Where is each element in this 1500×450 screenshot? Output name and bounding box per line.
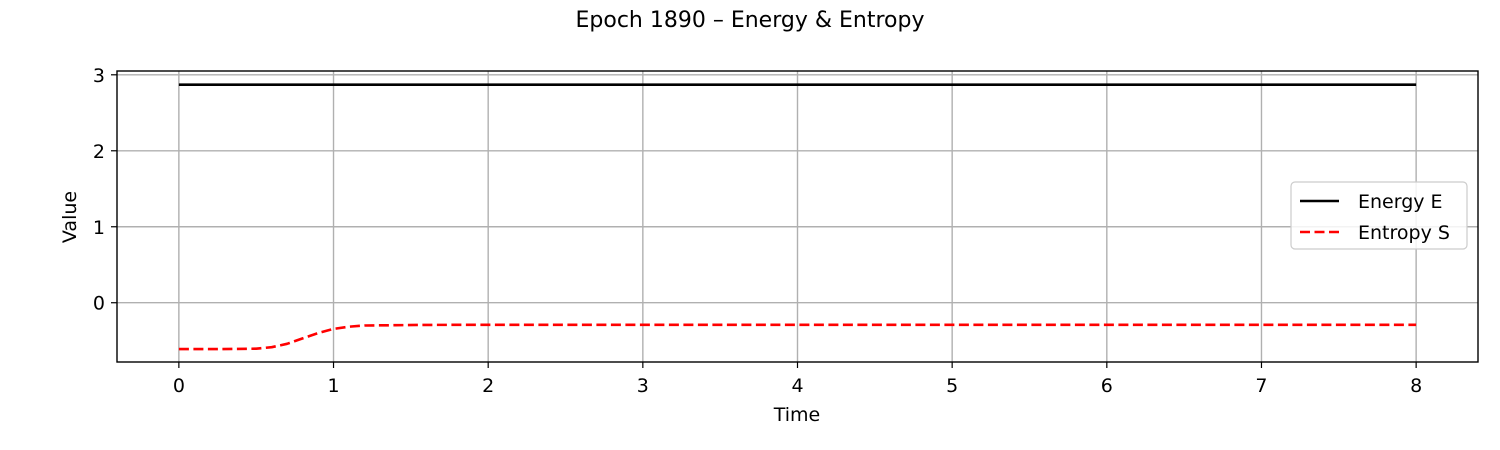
- y-tick-label: 1: [93, 217, 105, 239]
- x-tick-label: 7: [1255, 375, 1267, 397]
- axis-ticks: 0 1 2 3 4 5 6 7 8 0 1 2 3: [93, 65, 1422, 397]
- y-axis-label: Value: [59, 191, 81, 243]
- grid: [117, 71, 1478, 362]
- legend-label: Entropy S: [1358, 222, 1450, 244]
- legend-label: Energy E: [1358, 191, 1443, 213]
- legend: Energy E Entropy S: [1290, 181, 1468, 250]
- x-tick-label: 3: [637, 375, 649, 397]
- chart-title: Epoch 1890 – Energy & Entropy: [576, 8, 925, 33]
- x-axis-label: Time: [773, 404, 821, 426]
- x-tick-label: 2: [482, 375, 494, 397]
- x-tick-label: 4: [791, 375, 803, 397]
- y-tick-label: 0: [93, 293, 105, 315]
- x-tick-label: 0: [173, 375, 185, 397]
- y-tick-label: 2: [93, 141, 105, 163]
- x-tick-label: 5: [946, 375, 958, 397]
- y-tick-label: 3: [93, 65, 105, 87]
- x-tick-label: 1: [327, 375, 339, 397]
- series-line-entropy-s: [178, 323, 1417, 351]
- x-tick-label: 8: [1410, 375, 1422, 397]
- plot-series: [178, 83, 1417, 351]
- x-tick-label: 6: [1101, 375, 1113, 397]
